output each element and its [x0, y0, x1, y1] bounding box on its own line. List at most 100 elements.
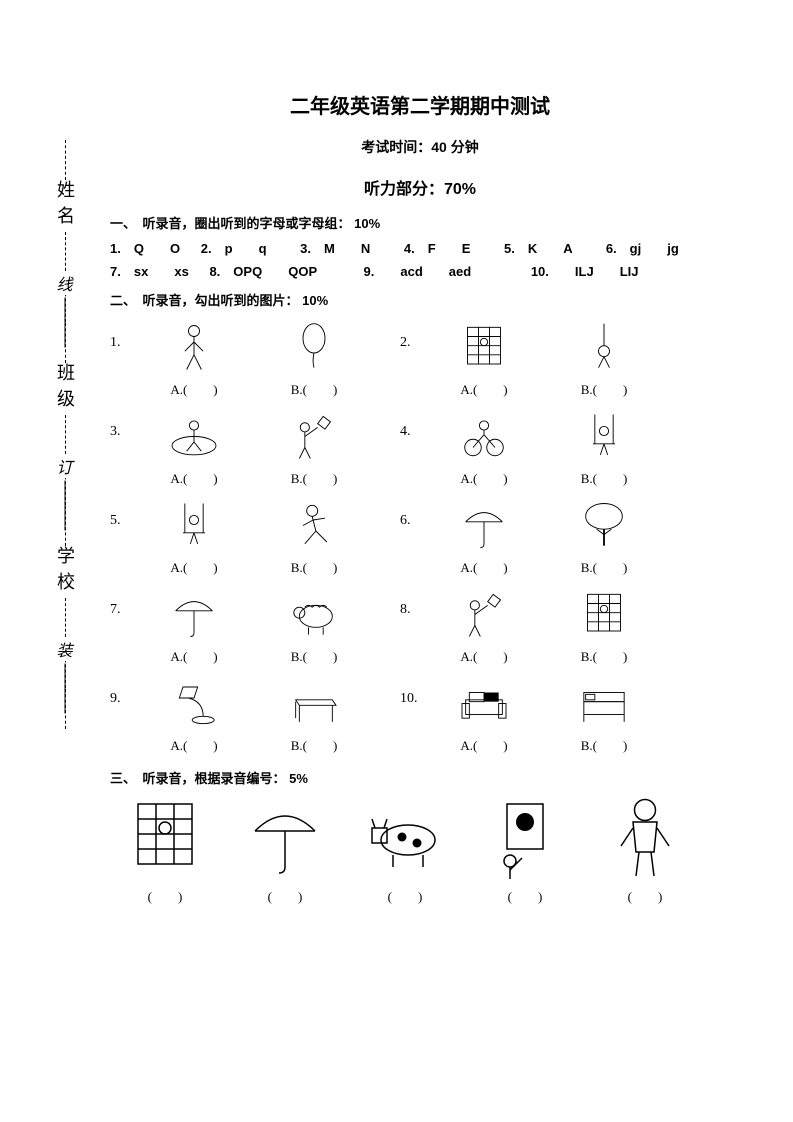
pic-option-a: A.( ) [424, 495, 544, 576]
s3-item: ( ) [360, 799, 450, 905]
pic-option-b: B.( ) [544, 495, 664, 576]
pic-label-a: A.( ) [134, 468, 254, 487]
pic-label-a: A.( ) [134, 557, 254, 576]
pic-label-b: B.( ) [544, 468, 664, 487]
pic-option-a: A.( ) [424, 406, 544, 487]
umbrella-icon [449, 495, 519, 555]
exam-time: 考试时间：40 分钟 [110, 137, 730, 157]
s3-item: ( ) [240, 799, 330, 905]
section1-row2: 7. sx xs 8. OPQ QOP 9. acd aed 10. ILJ L… [110, 261, 730, 280]
painting-icon [480, 799, 570, 874]
label-school: 学校 [52, 546, 78, 598]
pic-label-a: A.( ) [134, 646, 254, 665]
cow-icon [360, 799, 450, 874]
pic-label-a: A.( ) [424, 379, 544, 398]
rope-swing-icon [569, 317, 639, 377]
picture-pair: 4. A.( ) B.( ) [400, 406, 690, 487]
kite-flying-icon [279, 406, 349, 466]
pic-option-b: B.( ) [254, 495, 374, 576]
s3-item: ( ) [480, 799, 570, 905]
picture-pair: 9. A.( ) B.( ) [110, 673, 400, 754]
pic-option-b: B.( ) [544, 584, 664, 665]
binding-char: 线 [57, 271, 73, 295]
pic-label-b: B.( ) [254, 735, 374, 754]
net-climbing-icon [569, 584, 639, 644]
s3-blank: ( ) [600, 886, 690, 905]
sofa-icon [449, 673, 519, 733]
picture-pair: 2. A.( ) B.( ) [400, 317, 690, 398]
s3-blank: ( ) [240, 886, 330, 905]
bed-icon [569, 673, 639, 733]
blank-line [65, 481, 66, 531]
pic-label-b: B.( ) [254, 557, 374, 576]
pic-label-b: B.( ) [544, 646, 664, 665]
lamp-icon [159, 673, 229, 733]
picture-pair: 7. A.( ) B.( ) [110, 584, 400, 665]
pic-option-b: B.( ) [254, 584, 374, 665]
section2-heading: 二、 听录音，勾出听到的图片： 10% [110, 290, 730, 309]
swing-icon [159, 495, 229, 555]
swing-icon [569, 406, 639, 466]
s3-blank: ( ) [120, 886, 210, 905]
pic-option-a: A.( ) [424, 584, 544, 665]
balloon-icon [279, 317, 349, 377]
boy-walking-icon [159, 317, 229, 377]
sheep-icon [279, 584, 349, 644]
picture-pair: 5. A.( ) B.( ) [110, 495, 400, 576]
pic-label-b: B.( ) [254, 646, 374, 665]
s3-blank: ( ) [480, 886, 570, 905]
pic-label-b: B.( ) [544, 557, 664, 576]
section3-heading: 三、 听录音，根据录音编号： 5% [110, 768, 730, 787]
dash [65, 140, 66, 180]
pic-label-a: A.( ) [134, 379, 254, 398]
label-name: 姓名 [52, 180, 78, 232]
table-icon [279, 673, 349, 733]
bicycle-icon [449, 406, 519, 466]
main-content: 二年级英语第二学期期中测试 考试时间：40 分钟 听力部分：70% 一、 听录音… [110, 90, 730, 905]
section1-heading: 一、 听录音，圈出听到的字母或字母组： 10% [110, 213, 730, 232]
pair-number: 3. [110, 406, 134, 440]
s3-item: ( ) [600, 799, 690, 905]
page-title: 二年级英语第二学期期中测试 [110, 90, 730, 119]
pair-number: 4. [400, 406, 424, 440]
pic-option-b: B.( ) [254, 406, 374, 487]
running-track-icon [159, 406, 229, 466]
boy-running-icon [279, 495, 349, 555]
picture-pair: 10. A.( ) B.( ) [400, 673, 690, 754]
pic-label-b: B.( ) [254, 468, 374, 487]
pic-option-a: A.( ) [424, 317, 544, 398]
s3-blank: ( ) [360, 886, 450, 905]
pair-number: 1. [110, 317, 134, 351]
pair-number: 2. [400, 317, 424, 351]
picture-grid: 1. A.( ) B.( ) 2. A.( ) B.( ) 3. A.( ) B… [110, 317, 730, 762]
s3-item: ( ) [120, 799, 210, 905]
pair-number: 7. [110, 584, 134, 618]
pic-option-b: B.( ) [544, 406, 664, 487]
pair-number: 9. [110, 673, 134, 707]
pic-option-b: B.( ) [254, 317, 374, 398]
section1-row1: 1. Q O 2. p q 3. M N 4. F E 5. K A 6. gj… [110, 238, 730, 257]
pic-option-b: B.( ) [544, 673, 664, 754]
pair-number: 10. [400, 673, 424, 707]
pic-label-a: A.( ) [424, 468, 544, 487]
net-climbing-icon [449, 317, 519, 377]
pic-option-a: A.( ) [134, 495, 254, 576]
binding-char: 订 [57, 454, 73, 478]
blank-line [65, 298, 66, 348]
pic-label-a: A.( ) [134, 735, 254, 754]
picture-pair: 1. A.( ) B.( ) [110, 317, 400, 398]
pic-option-a: A.( ) [424, 673, 544, 754]
pic-option-b: B.( ) [254, 673, 374, 754]
binding-char: 装 [57, 637, 73, 661]
pic-option-a: A.( ) [134, 584, 254, 665]
pair-number: 5. [110, 495, 134, 529]
kite-flying-icon [449, 584, 519, 644]
pic-option-a: A.( ) [134, 406, 254, 487]
umbrella-icon [159, 584, 229, 644]
net-climbing-icon [120, 799, 210, 874]
listening-section-title: 听力部分：70% [110, 175, 730, 199]
binding-sidebar: 姓名 线 班级 订 学校 装 [40, 140, 90, 940]
pic-label-a: A.( ) [424, 735, 544, 754]
boy-standing-icon [600, 799, 690, 874]
tree-icon [569, 495, 639, 555]
